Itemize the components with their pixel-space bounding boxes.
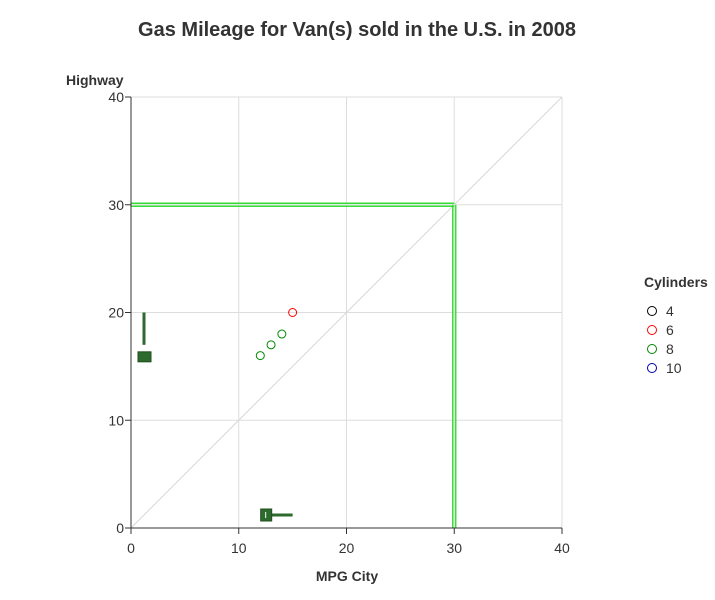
y-tick-label: 10 [108, 412, 124, 428]
data-point-cyl-8 [266, 340, 276, 350]
diagonal-reference-line [130, 96, 563, 529]
legend-marker-10 [647, 363, 657, 373]
y-tick-label: 30 [108, 197, 124, 213]
legend-marker-4 [647, 306, 657, 316]
legend-label-8: 8 [666, 341, 674, 357]
legend-label-4: 4 [666, 303, 674, 319]
data-point-cyl-8 [255, 351, 265, 361]
y-axis-title: Highway [66, 72, 124, 88]
x-tick-label: 20 [339, 540, 355, 556]
legend-label-10: 10 [666, 360, 682, 376]
y-tick-label: 0 [116, 520, 124, 536]
legend-marker-6 [647, 325, 657, 335]
legend-marker-8 [647, 344, 657, 354]
y-tick-label: 20 [108, 305, 124, 321]
chart-title: Gas Mileage for Van(s) sold in the U.S. … [138, 19, 576, 41]
y-tick-label: 40 [108, 89, 124, 105]
x-tick-label: 30 [446, 540, 462, 556]
x-tick-label: 10 [231, 540, 247, 556]
data-point-cyl-6 [288, 308, 298, 317]
x-axis-title: MPG City [316, 568, 378, 584]
legend-label-6: 6 [666, 322, 674, 338]
data-point-cyl-8 [277, 329, 287, 339]
y-box [137, 351, 152, 363]
x-tick-label: 0 [127, 540, 135, 556]
legend-title: Cylinders [644, 274, 708, 290]
x-tick-label: 40 [554, 540, 570, 556]
